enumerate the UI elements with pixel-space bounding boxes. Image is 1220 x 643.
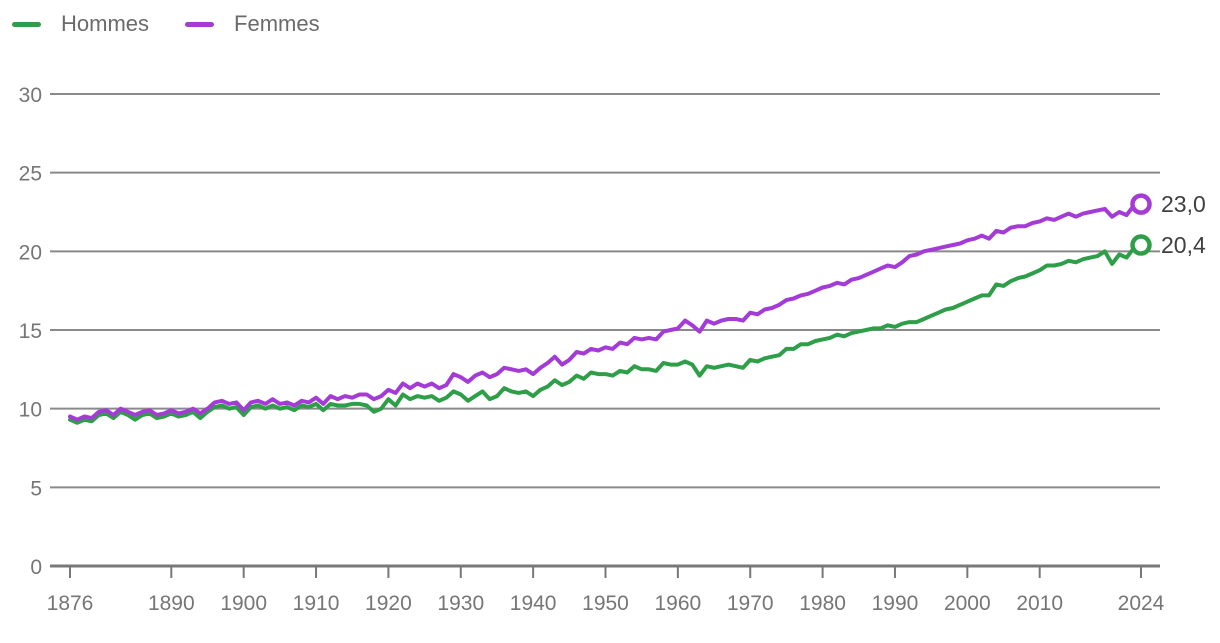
series-endpoint-hommes [1130,234,1152,256]
legend-swatch-hommes [12,21,41,27]
x-axis-label: 1876 [47,592,94,615]
x-axis-label: 1950 [582,592,629,615]
x-axis-label: 1900 [220,592,267,615]
legend-label-femmes: Femmes [234,11,320,36]
series-endpoint-femmes [1130,193,1152,215]
y-axis-label: 25 [19,163,42,186]
x-axis-label: 1940 [510,592,557,615]
y-axis-label: 15 [19,320,42,343]
y-axis-label: 30 [19,84,42,107]
y-axis-label: 10 [19,399,42,422]
legend-swatch-femmes [185,21,215,27]
x-axis-label: 1980 [799,592,846,615]
x-axis-label: 1970 [727,592,774,615]
series-end-value-femmes: 23,0 [1161,191,1206,217]
legend-item-femmes[interactable]: Femmes [185,13,320,35]
y-axis-label: 20 [19,241,42,264]
legend-item-hommes[interactable]: Hommes [12,13,149,35]
y-axis-label: 0 [30,556,42,579]
x-axis-label: 2000 [944,592,991,615]
series-line-hommes [68,243,1143,425]
legend: Hommes Femmes [12,13,320,35]
series-end-value-hommes: 20,4 [1161,232,1206,258]
x-axis-label: 1890 [148,592,195,615]
x-axis-label: 2010 [1016,592,1063,615]
legend-label-hommes: Hommes [61,11,150,36]
x-axis-label: 1990 [872,592,919,615]
y-axis-label: 5 [30,477,42,500]
x-axis-label: 1910 [293,592,340,615]
series-line-femmes [68,202,1143,422]
x-axis-label: 1920 [365,592,412,615]
x-axis-label: 1930 [437,592,484,615]
x-axis-label: 2024 [1118,592,1165,615]
x-axis-label: 1960 [655,592,702,615]
